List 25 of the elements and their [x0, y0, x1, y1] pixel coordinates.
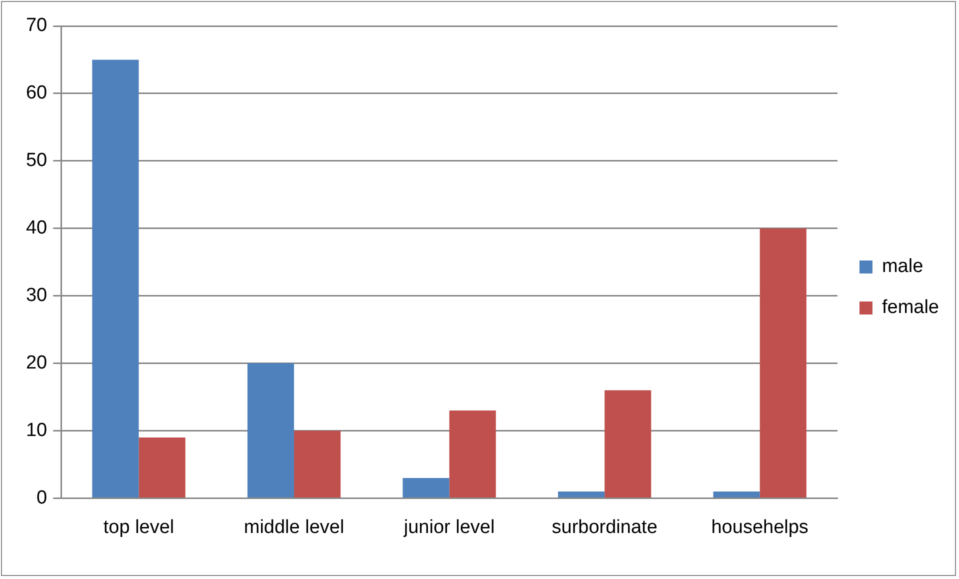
y-tick-label: 50 — [26, 150, 48, 172]
x-tick-label: househelps — [711, 516, 808, 538]
bar — [247, 363, 294, 498]
bar — [604, 390, 652, 498]
x-tick-label: surbordinate — [552, 516, 658, 538]
bar — [138, 437, 186, 498]
bar — [558, 491, 605, 498]
legend-label: male — [882, 256, 924, 278]
bar — [92, 60, 139, 498]
bar — [713, 491, 760, 498]
bar — [402, 478, 450, 498]
bar — [760, 228, 806, 498]
y-tick-label: 20 — [26, 352, 48, 374]
x-tick-label: middle level — [244, 516, 344, 538]
bar — [449, 410, 496, 498]
y-tick-label: 0 — [36, 487, 48, 508]
bar — [294, 430, 341, 498]
y-tick-label: 70 — [26, 15, 48, 36]
y-tick-label: 40 — [26, 218, 48, 239]
x-tick-label: junior level — [402, 516, 495, 538]
y-tick-label: 10 — [26, 420, 48, 441]
y-tick-label: 60 — [26, 82, 48, 104]
legend-label: female — [882, 297, 940, 318]
x-tick-label: top level — [103, 516, 174, 538]
y-tick-label: 30 — [26, 285, 48, 306]
